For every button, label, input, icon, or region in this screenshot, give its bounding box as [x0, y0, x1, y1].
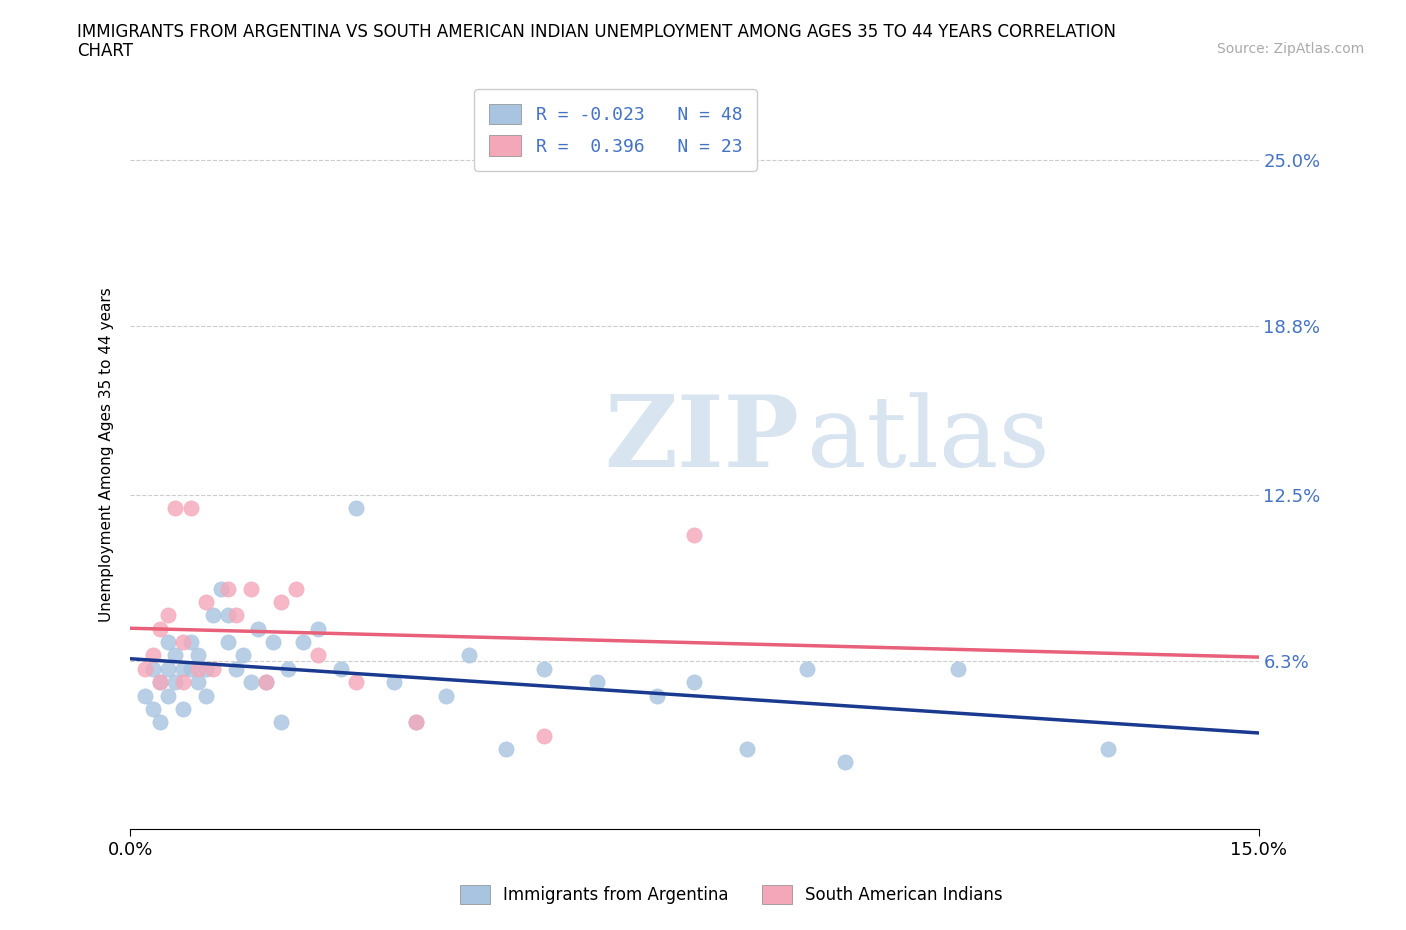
- Point: [149, 621, 172, 636]
- Point: [156, 634, 179, 649]
- Point: [284, 581, 307, 596]
- Point: [142, 661, 165, 676]
- Point: [683, 675, 706, 690]
- Point: [683, 527, 706, 542]
- Point: [645, 688, 668, 703]
- Point: [217, 634, 239, 649]
- Point: [172, 701, 194, 716]
- Point: [329, 661, 352, 676]
- Point: [179, 501, 201, 516]
- Point: [149, 675, 172, 690]
- Y-axis label: Unemployment Among Ages 35 to 44 years: Unemployment Among Ages 35 to 44 years: [100, 287, 114, 622]
- Point: [344, 501, 367, 516]
- Point: [434, 688, 457, 703]
- Text: IMMIGRANTS FROM ARGENTINA VS SOUTH AMERICAN INDIAN UNEMPLOYMENT AMONG AGES 35 TO: IMMIGRANTS FROM ARGENTINA VS SOUTH AMERI…: [77, 23, 1116, 41]
- Point: [307, 648, 329, 663]
- Point: [179, 634, 201, 649]
- Point: [270, 715, 292, 730]
- Point: [149, 675, 172, 690]
- Point: [187, 648, 209, 663]
- Point: [247, 621, 270, 636]
- Point: [796, 661, 818, 676]
- Point: [217, 608, 239, 623]
- Point: [142, 701, 165, 716]
- Point: [194, 594, 217, 609]
- Point: [187, 675, 209, 690]
- Point: [277, 661, 299, 676]
- Point: [405, 715, 427, 730]
- Point: [156, 661, 179, 676]
- Point: [165, 675, 187, 690]
- Point: [134, 661, 156, 676]
- Text: ZIP: ZIP: [605, 392, 799, 488]
- Point: [344, 675, 367, 690]
- Point: [585, 675, 607, 690]
- Text: Source: ZipAtlas.com: Source: ZipAtlas.com: [1216, 42, 1364, 56]
- Point: [735, 741, 758, 756]
- Point: [495, 741, 517, 756]
- Point: [142, 648, 165, 663]
- Point: [254, 675, 277, 690]
- Point: [217, 581, 239, 596]
- Point: [382, 675, 405, 690]
- Point: [533, 661, 555, 676]
- Point: [307, 621, 329, 636]
- Legend: R = -0.023   N = 48, R =  0.396   N = 23: R = -0.023 N = 48, R = 0.396 N = 23: [474, 89, 756, 170]
- Point: [156, 608, 179, 623]
- Point: [172, 675, 194, 690]
- Point: [194, 688, 217, 703]
- Point: [946, 661, 969, 676]
- Text: CHART: CHART: [77, 42, 134, 60]
- Point: [225, 661, 247, 676]
- Point: [202, 661, 225, 676]
- Point: [405, 715, 427, 730]
- Legend: Immigrants from Argentina, South American Indians: Immigrants from Argentina, South America…: [451, 876, 1011, 912]
- Point: [262, 634, 284, 649]
- Point: [172, 634, 194, 649]
- Point: [202, 608, 225, 623]
- Point: [533, 728, 555, 743]
- Point: [225, 608, 247, 623]
- Point: [457, 648, 479, 663]
- Point: [187, 661, 209, 676]
- Point: [270, 594, 292, 609]
- Point: [156, 688, 179, 703]
- Point: [239, 581, 262, 596]
- Point: [239, 675, 262, 690]
- Point: [254, 675, 277, 690]
- Point: [834, 755, 856, 770]
- Point: [172, 661, 194, 676]
- Point: [179, 661, 201, 676]
- Point: [1097, 741, 1119, 756]
- Point: [209, 581, 232, 596]
- Text: atlas: atlas: [807, 392, 1050, 487]
- Point: [194, 661, 217, 676]
- Point: [232, 648, 254, 663]
- Point: [134, 688, 156, 703]
- Point: [165, 648, 187, 663]
- Point: [149, 715, 172, 730]
- Point: [292, 634, 315, 649]
- Point: [165, 501, 187, 516]
